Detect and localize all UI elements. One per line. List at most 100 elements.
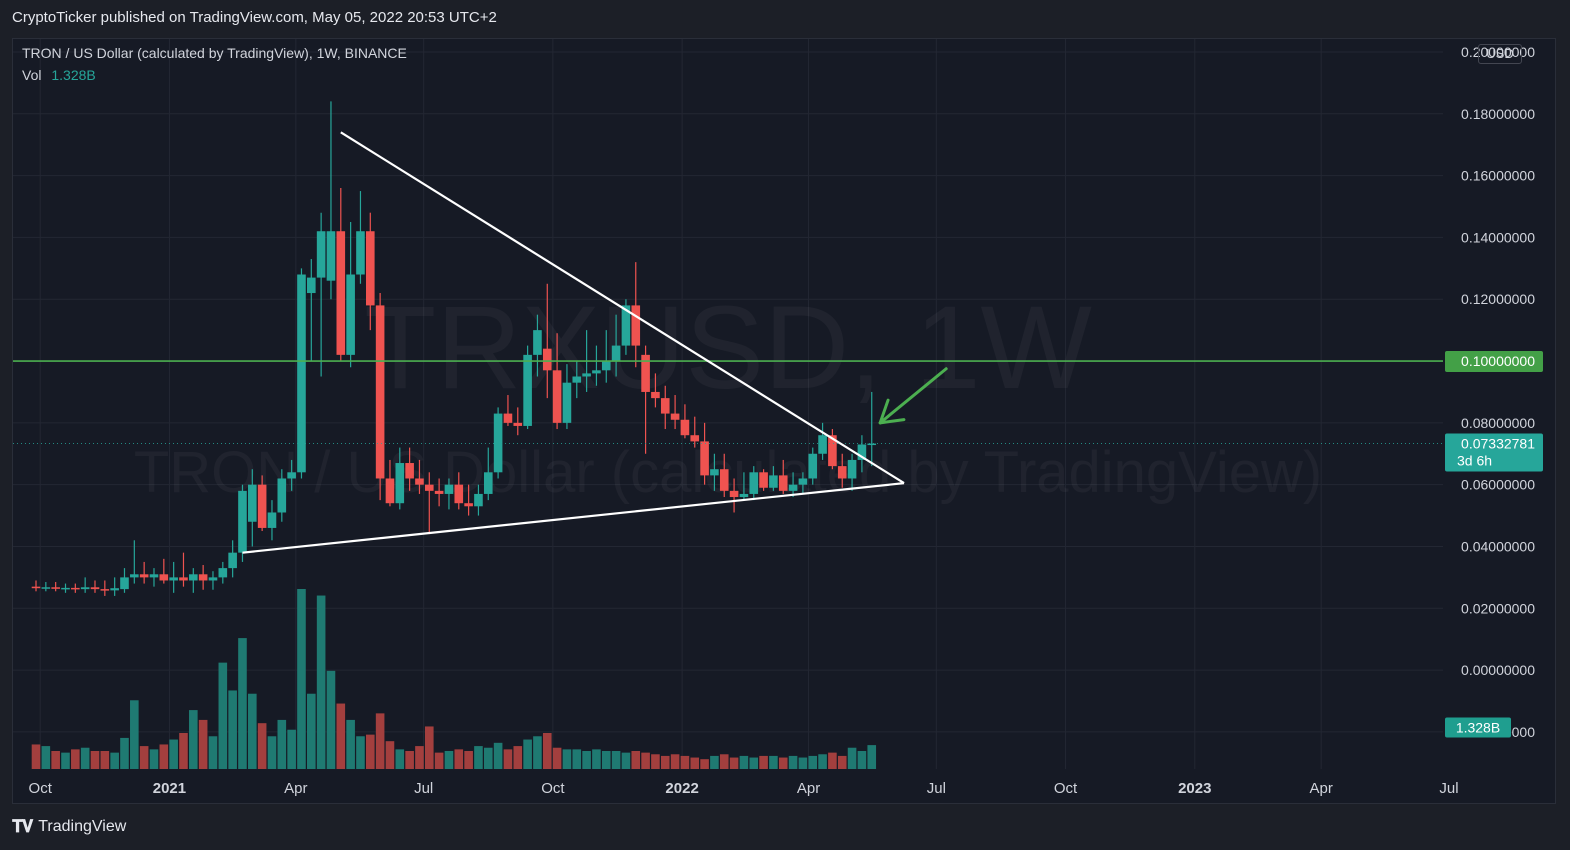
candle-body[interactable] (198, 574, 208, 581)
candle-body[interactable] (798, 478, 808, 485)
triangle-trendline[interactable] (242, 482, 905, 554)
candle-body[interactable] (287, 472, 296, 479)
candle-body[interactable] (100, 589, 110, 591)
candle-body[interactable] (415, 478, 424, 485)
candle-body[interactable] (828, 435, 837, 467)
candle-body[interactable] (867, 443, 877, 446)
candle-body[interactable] (464, 503, 473, 507)
candle-body[interactable] (179, 577, 188, 581)
candle-body[interactable] (778, 475, 788, 491)
candle-body[interactable] (660, 398, 670, 414)
candle-body[interactable] (454, 484, 464, 504)
volume-bar (159, 744, 169, 769)
candle-body[interactable] (238, 490, 247, 553)
candle-body[interactable] (424, 484, 434, 491)
candle-body[interactable] (130, 574, 139, 578)
candle-body[interactable] (857, 444, 867, 460)
candle-body[interactable] (641, 354, 650, 392)
candle-body[interactable] (533, 330, 542, 355)
candle-body[interactable] (621, 305, 631, 346)
candle-body[interactable] (159, 574, 169, 581)
footer-brand[interactable]: 𝐓𝐕 TradingView (12, 817, 126, 837)
candle-body[interactable] (277, 478, 287, 513)
candle-body[interactable] (257, 484, 267, 528)
candle-body[interactable] (267, 512, 277, 528)
candle-body[interactable] (474, 493, 483, 507)
candle-body[interactable] (592, 370, 601, 374)
candle-body[interactable] (729, 490, 739, 498)
candle-body[interactable] (572, 376, 582, 383)
candle-body[interactable] (356, 231, 365, 275)
candle-body[interactable] (110, 588, 119, 591)
candle-body[interactable] (759, 472, 768, 488)
candle-body[interactable] (818, 435, 827, 454)
candle-body[interactable] (31, 586, 41, 589)
volume-bar (110, 752, 119, 769)
candle-body[interactable] (346, 274, 355, 355)
candle-body[interactable] (189, 574, 198, 581)
arrow-annotation-icon[interactable] (878, 367, 948, 425)
candle-body[interactable] (700, 441, 709, 476)
candle-body[interactable] (444, 484, 454, 494)
candle-body[interactable] (248, 484, 257, 522)
candle-body[interactable] (169, 577, 178, 581)
candle-body[interactable] (365, 231, 375, 306)
candle-body[interactable] (208, 577, 218, 581)
candle-body[interactable] (710, 469, 719, 476)
candle-body[interactable] (405, 463, 414, 479)
candle-body[interactable] (395, 463, 405, 504)
volume-bar (287, 729, 296, 769)
candle-body[interactable] (61, 587, 70, 590)
candle-body[interactable] (218, 568, 228, 578)
candle-body[interactable] (41, 587, 51, 589)
candle-body[interactable] (297, 274, 306, 473)
candle-body[interactable] (562, 382, 572, 423)
candle-body[interactable] (749, 472, 759, 494)
volume-bar (405, 751, 414, 769)
candle-body[interactable] (385, 478, 395, 504)
volume-bar (385, 741, 395, 769)
candle-body[interactable] (601, 361, 611, 371)
candle-body[interactable] (690, 435, 700, 442)
candle-body[interactable] (808, 453, 818, 479)
candle-body[interactable] (837, 466, 847, 479)
triangle-trendline[interactable] (340, 131, 905, 485)
candle-body[interactable] (680, 419, 690, 436)
candle-body[interactable] (139, 574, 149, 578)
candle-body[interactable] (90, 587, 100, 590)
currency-button[interactable]: USD (1478, 44, 1522, 64)
candle-body[interactable] (80, 587, 90, 590)
volume-bar (660, 755, 670, 769)
candle-body[interactable] (316, 231, 326, 278)
candle-body[interactable] (307, 277, 316, 294)
candle-body[interactable] (788, 484, 798, 491)
candle-body[interactable] (228, 552, 237, 569)
candle-body[interactable] (503, 413, 513, 423)
candle-body[interactable] (326, 231, 336, 281)
candle-body[interactable] (513, 422, 523, 426)
candle-body[interactable] (611, 345, 621, 362)
candle-body[interactable] (523, 354, 532, 426)
candle-body[interactable] (483, 472, 493, 494)
candle-body[interactable] (631, 305, 641, 346)
candle-body[interactable] (71, 587, 80, 590)
candle-body[interactable] (847, 459, 857, 479)
candle-body[interactable] (149, 574, 159, 578)
candle-body[interactable] (582, 373, 591, 377)
candle-body[interactable] (719, 469, 729, 491)
candle-body[interactable] (552, 370, 562, 423)
candle-body[interactable] (769, 475, 778, 488)
candle-body[interactable] (434, 490, 444, 494)
candle-body[interactable] (542, 348, 552, 371)
x-axis-tick-label: Jul (1439, 780, 1458, 797)
candle-body[interactable] (651, 391, 660, 399)
candle-body[interactable] (493, 413, 503, 473)
candle-body[interactable] (375, 305, 385, 479)
chart-frame[interactable] (12, 38, 1556, 804)
candle-body[interactable] (670, 413, 680, 420)
candle-body[interactable] (120, 577, 129, 590)
candle-body[interactable] (739, 493, 749, 498)
candle-body[interactable] (51, 587, 60, 589)
candle-body[interactable] (336, 231, 346, 355)
